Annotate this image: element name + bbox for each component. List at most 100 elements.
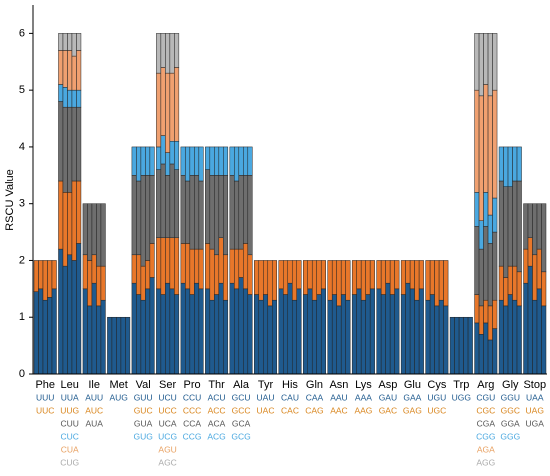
bar-segment — [185, 180, 191, 244]
bar-segment — [58, 101, 64, 182]
bar-segment — [345, 260, 351, 301]
bar-segment — [327, 299, 333, 375]
bar-segment — [38, 288, 44, 375]
bar-segment — [165, 152, 171, 176]
bar-segment — [165, 237, 171, 284]
y-tick-label: 5 — [19, 84, 25, 96]
bar-segment — [58, 180, 64, 250]
bar-segment — [487, 95, 493, 216]
bar-segment — [67, 106, 73, 193]
bar-segment — [149, 243, 155, 278]
bar-segment — [483, 299, 489, 324]
bar-segment — [483, 33, 489, 85]
bar-segment — [311, 260, 317, 301]
bar-segment — [258, 299, 264, 375]
bar-segment — [356, 260, 362, 290]
bar-segment — [189, 175, 195, 250]
bar-segment — [414, 299, 420, 375]
bar-segment — [180, 243, 186, 284]
bar-segment — [400, 260, 406, 295]
codon-label: UGG — [452, 392, 471, 402]
bar-segment — [523, 282, 529, 375]
bar-segment — [429, 260, 435, 295]
bar-segment — [400, 294, 406, 375]
bar-segment — [169, 237, 175, 290]
codon-label: UAC — [257, 405, 275, 415]
amino-acid-label: Arg — [477, 379, 494, 391]
codon-label: UUC — [36, 405, 54, 415]
amino-acid-label: His — [282, 379, 298, 391]
bar-segment — [96, 265, 102, 307]
bar-segment — [91, 282, 97, 375]
bar-segment — [42, 299, 48, 375]
bar-segment — [498, 265, 504, 301]
bar-segment — [458, 316, 464, 375]
codon-label: UCA — [159, 418, 177, 428]
bar-segment — [180, 175, 186, 244]
codon-label: GGG — [500, 431, 520, 441]
bar-segment — [189, 146, 195, 176]
codon-label: CCG — [183, 431, 202, 441]
bar-segment — [145, 288, 151, 375]
bar-segment — [247, 294, 253, 375]
codon-label: GUG — [133, 431, 152, 441]
bar-segment — [76, 243, 82, 375]
codon-label: CAC — [281, 405, 299, 415]
bar-segment — [198, 288, 204, 375]
bar-segment — [454, 316, 460, 375]
bar-segment — [169, 288, 175, 375]
bar-segment — [145, 146, 151, 176]
bar-segment — [169, 33, 175, 74]
amino-acid-label: Cys — [427, 379, 446, 391]
codon-label: ACG — [207, 431, 225, 441]
codon-label: CUC — [61, 431, 79, 441]
bar-segment — [478, 95, 484, 221]
bar-segment — [76, 106, 82, 182]
bar-segment — [516, 271, 522, 307]
bar-segment — [507, 186, 513, 267]
bar-segment — [434, 305, 440, 375]
bar-segment — [160, 163, 166, 239]
bar-segment — [512, 146, 518, 182]
bar-segment — [498, 299, 504, 375]
bar-segment — [492, 328, 498, 375]
bar-segment — [492, 299, 498, 329]
codon-label: GGA — [501, 418, 520, 428]
bar-segment — [498, 146, 504, 182]
bar-segment — [111, 316, 117, 375]
bar-segment — [443, 260, 449, 307]
bar-segment — [365, 260, 371, 295]
bar-segment — [474, 33, 480, 91]
bar-segment — [385, 282, 391, 375]
bar-segment — [512, 299, 518, 375]
codon-label: AAA — [355, 392, 372, 402]
bar-segment — [156, 288, 162, 375]
bar-segment — [487, 243, 493, 307]
amino-acid-label: Ile — [88, 379, 100, 391]
bar-segment — [136, 180, 142, 256]
bar-segment — [58, 50, 64, 85]
bar-segment — [205, 169, 211, 244]
codon-label: UCU — [158, 392, 176, 402]
bar-segment — [243, 146, 249, 176]
bar-segment — [345, 299, 351, 375]
y-axis-label: RSCU Value — [4, 169, 16, 231]
bar-segment — [107, 316, 113, 375]
bar-segment — [425, 299, 431, 375]
bar-segment — [331, 294, 337, 375]
amino-acid-label: Asp — [378, 379, 397, 391]
bar-segment — [238, 146, 244, 176]
bar-segment — [389, 294, 395, 375]
bar-segment — [336, 305, 342, 375]
bar-segment — [38, 260, 44, 290]
codon-label: AUC — [85, 405, 103, 415]
bar-segment — [483, 226, 489, 301]
bar-segment — [229, 248, 235, 284]
bar-segment — [185, 288, 191, 375]
codon-label: GCG — [231, 431, 250, 441]
bar-segment — [62, 192, 68, 267]
bar-segment — [71, 33, 77, 57]
codon-label: GAA — [403, 392, 421, 402]
bar-segment — [254, 294, 260, 375]
